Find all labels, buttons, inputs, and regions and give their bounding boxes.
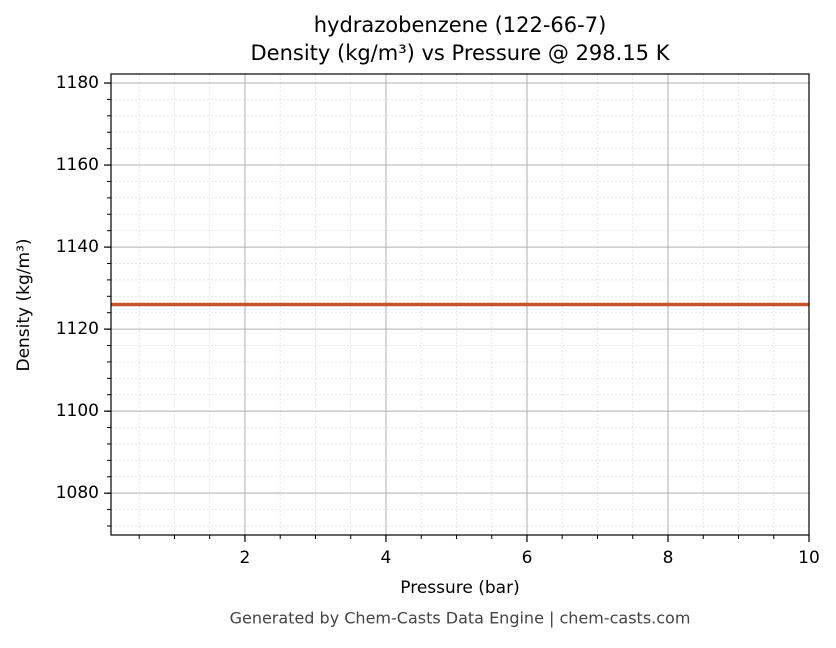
chart-title: hydrazobenzene (122-66-7) <box>314 13 607 37</box>
x-tick-label: 2 <box>240 548 251 568</box>
x-axis-label: Pressure (bar) <box>400 578 519 598</box>
x-tick-label: 8 <box>663 548 674 568</box>
footer: Generated by Chem-Casts Data Engine | ch… <box>230 609 691 628</box>
x-tick-label: 6 <box>522 548 533 568</box>
y-tick-label: 1180 <box>56 73 99 93</box>
plot-frame <box>110 73 810 536</box>
y-tick-label: 1080 <box>56 483 99 503</box>
y-tick-label: 1120 <box>56 319 99 339</box>
y-tick-label: 1100 <box>56 401 99 421</box>
chart-subtitle: Density (kg/m³) vs Pressure @ 298.15 K <box>250 41 670 65</box>
y-tick-label: 1160 <box>56 155 99 175</box>
x-tick-label: 4 <box>381 548 392 568</box>
y-axis-label: Density (kg/m³) <box>14 238 34 371</box>
y-tick-label: 1140 <box>56 237 99 257</box>
x-tick-label: 10 <box>798 548 820 568</box>
